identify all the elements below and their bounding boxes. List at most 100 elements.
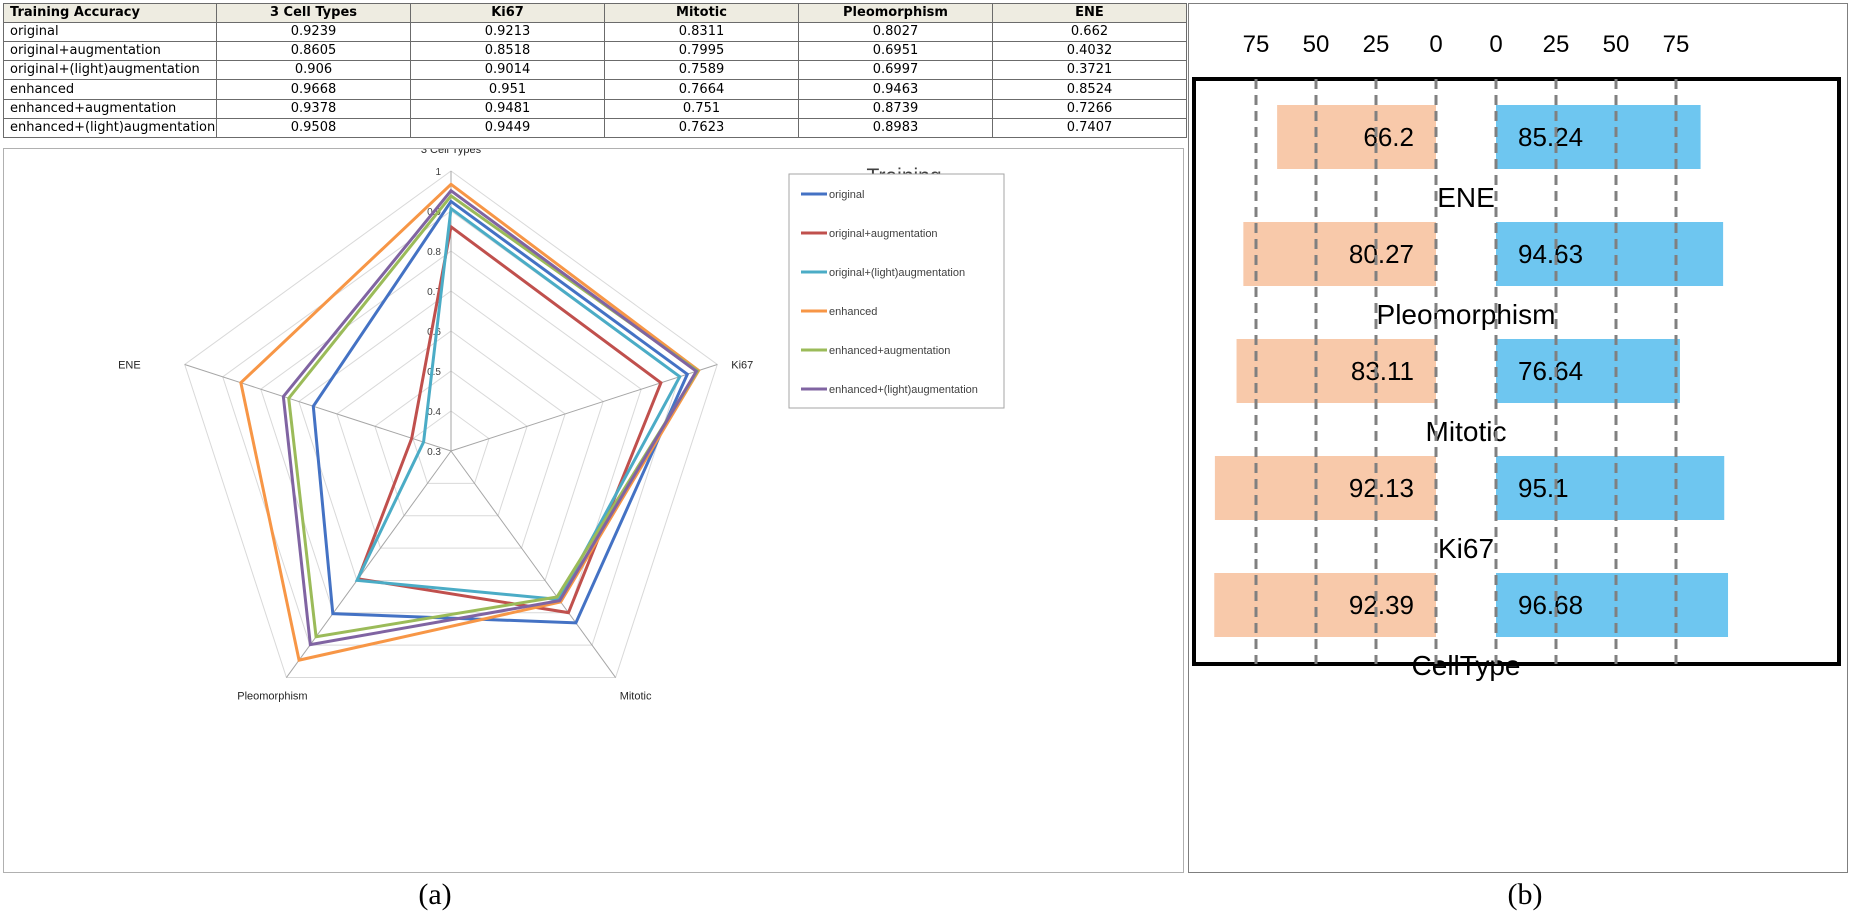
radar-series-line xyxy=(287,193,700,639)
radar-grid-ring xyxy=(298,290,604,581)
table-column-header: 3 Cell Types xyxy=(216,3,411,23)
caption-b: (b) xyxy=(1507,878,1543,911)
bar-value-label: 96.68 xyxy=(1518,590,1583,620)
radar-spoke xyxy=(286,450,452,678)
axis-tick-label: 75 xyxy=(1663,31,1690,58)
radar-series-line xyxy=(356,224,663,615)
bar-value-label: 66.2 xyxy=(1363,122,1414,152)
table-column-header: Mitotic xyxy=(604,3,799,23)
table-cell: 0.8027 xyxy=(798,21,993,43)
bar-value-label: 92.39 xyxy=(1349,590,1414,620)
axis-tick-label: 50 xyxy=(1303,31,1330,58)
accuracy-table: Training Accuracy 3 Cell Types Ki67 Mitotic… xyxy=(3,3,1187,139)
category-label: ENE xyxy=(1437,182,1495,213)
axis-tick-label: 50 xyxy=(1603,31,1630,58)
axis-tick-label: 25 xyxy=(1363,31,1390,58)
row-label: original+(light)augmentation xyxy=(3,60,217,81)
radar-tick-label: 0.7 xyxy=(427,287,441,298)
table-cell: 0.3721 xyxy=(992,60,1187,81)
table-header-row: Training Accuracy 3 Cell Types Ki67 Mitotic… xyxy=(3,3,1187,23)
row-label: original xyxy=(3,21,217,43)
bar-left xyxy=(1277,105,1436,169)
radar-grid-ring xyxy=(336,330,566,549)
row-label: enhanced+augmentation xyxy=(3,98,217,119)
bar-value-label: 80.27 xyxy=(1349,239,1414,269)
category-label: Pleomorphism xyxy=(1377,299,1556,330)
bar-right xyxy=(1496,339,1680,403)
bar-right xyxy=(1496,456,1725,520)
radar-series-line xyxy=(354,205,682,602)
bar-left xyxy=(1214,456,1436,520)
table-row: enhanced+(light)augmentation 0.9508 0.9449… xyxy=(3,117,1187,139)
table-cell: 0.9508 xyxy=(216,117,411,139)
table-cell: 0.8524 xyxy=(992,79,1187,100)
bar-value-label: 76.64 xyxy=(1518,356,1583,386)
bar-right xyxy=(1496,105,1701,169)
bar-left xyxy=(1236,339,1436,403)
row-label: enhanced xyxy=(3,79,217,100)
table-cell: 0.6951 xyxy=(798,41,993,62)
legend-label: enhanced xyxy=(829,306,877,318)
axis-tick-label: 25 xyxy=(1543,31,1570,58)
category-label: Ki67 xyxy=(1438,533,1494,564)
bar-value-label: 85.24 xyxy=(1518,122,1583,152)
axis-tick-label: 75 xyxy=(1243,31,1270,58)
radar-tick-label: 0.6 xyxy=(427,327,441,338)
table-row: original+(light)augmentation 0.906 0.9014 0… xyxy=(3,60,1187,81)
radar-axis-label: Mitotic xyxy=(620,691,652,703)
radar-grid-ring xyxy=(260,250,642,614)
bar-right xyxy=(1496,222,1724,286)
table-cell: 0.7623 xyxy=(604,117,799,139)
radar-grid-ring xyxy=(184,170,718,679)
table-cell: 0.8605 xyxy=(216,41,411,62)
table-body: original 0.9239 0.9213 0.8311 0.8027 0.662 ori… xyxy=(3,21,1187,139)
radar-series-line xyxy=(239,182,701,662)
legend-label: enhanced+augmentation xyxy=(829,345,950,357)
table-cell: 0.6997 xyxy=(798,60,993,81)
bar-left xyxy=(1214,573,1436,637)
table-cell: 0.8739 xyxy=(798,98,993,119)
legend-label: original+(light)augmentation xyxy=(829,267,965,279)
radar-grid-ring xyxy=(374,370,528,517)
legend-label: original xyxy=(829,189,864,201)
radar-tick-label: 0.3 xyxy=(427,447,441,458)
table-row: original 0.9239 0.9213 0.8311 0.8027 0.662 xyxy=(3,21,1187,43)
category-label: Mitotic xyxy=(1426,416,1507,447)
axis-tick-label: 0 xyxy=(1429,31,1442,58)
table-cell: 0.7589 xyxy=(604,60,799,81)
table-cell: 0.8983 xyxy=(798,117,993,139)
table-title-cell: Training Accuracy xyxy=(3,3,217,23)
table-cell: 0.7995 xyxy=(604,41,799,62)
row-label: original+augmentation xyxy=(3,41,217,62)
table-cell: 0.7664 xyxy=(604,79,799,100)
radar-axis-label: ENE xyxy=(118,359,141,371)
radar-tick-label: 0.5 xyxy=(427,367,441,378)
bar-value-label: 94.63 xyxy=(1518,239,1583,269)
table-cell: 0.9449 xyxy=(410,117,605,139)
radar-axis-label: 3 Cell Types xyxy=(421,149,482,156)
caption-a: (a) xyxy=(418,878,452,911)
legend-box xyxy=(788,173,1005,409)
radar-tick-label: 1 xyxy=(435,167,441,178)
table-cell: 0.751 xyxy=(604,98,799,119)
table-cell: 0.9213 xyxy=(410,21,605,43)
radar-spoke xyxy=(450,450,616,678)
radar-grid-ring xyxy=(412,410,490,484)
category-label: CellType xyxy=(1412,650,1521,681)
radar-axis-label: Pleomorphism xyxy=(237,691,307,703)
legend-label: enhanced+(light)augmentation xyxy=(829,384,978,396)
radar-spoke xyxy=(184,363,452,452)
table-cell: 0.951 xyxy=(410,79,605,100)
bar-value-label: 95.1 xyxy=(1518,473,1569,503)
table-column-header: Ki67 xyxy=(410,3,605,23)
legend-label: original+augmentation xyxy=(829,228,938,240)
table-cell: 0.9668 xyxy=(216,79,411,100)
table-column-header: Pleomorphism xyxy=(798,3,993,23)
radar-spoke xyxy=(450,363,718,452)
diverging-bar-panel: 66.2 85.24 ENE 80.27 94.63 Pleomorphism 83.11 7… xyxy=(1188,3,1848,873)
table-column-header: ENE xyxy=(992,3,1187,23)
table-cell: 0.9463 xyxy=(798,79,993,100)
table-cell: 0.9239 xyxy=(216,21,411,43)
plot-frame xyxy=(1192,77,1841,666)
table-cell: 0.9481 xyxy=(410,98,605,119)
